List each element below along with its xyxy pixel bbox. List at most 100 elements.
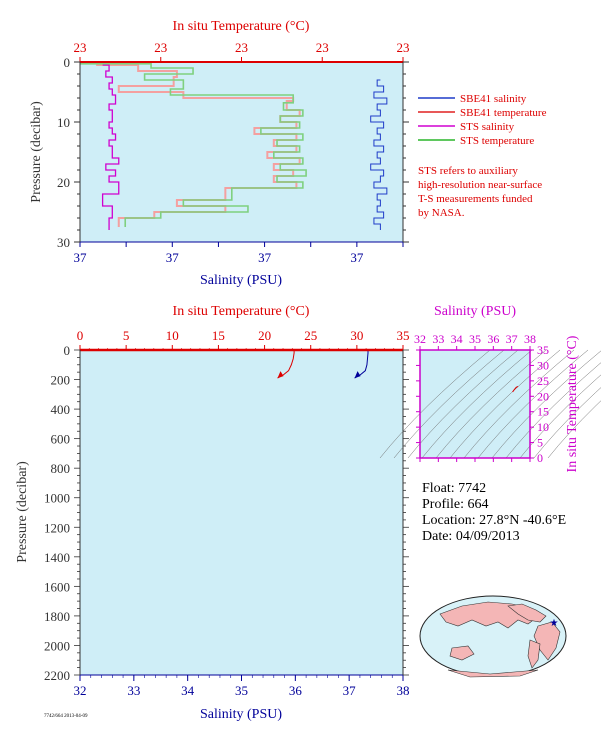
info-date: Date: 04/09/2013 (422, 529, 520, 544)
ts-sal-tick-label: 32 (414, 332, 426, 346)
footer-id: 7742/664 2013-04-09 (44, 714, 88, 719)
top-pressure-tick-label: 30 (57, 235, 70, 250)
legend-note-line-2: T-S measurements funded (418, 193, 533, 205)
ts-contour-line (519, 374, 601, 459)
ts-contour-line (393, 349, 505, 459)
main-series-group (277, 350, 369, 379)
main-temp-tick-label: 30 (350, 328, 363, 343)
landmass-north-america (507, 603, 547, 623)
landmass-australia (449, 645, 475, 661)
main-temp-tick-label: 20 (258, 328, 271, 343)
landmass-africa (533, 621, 561, 661)
top-sal-tick-label: 37 (166, 250, 180, 265)
ts-profile-line (512, 385, 519, 393)
top-sal-tick-label: 37 (350, 250, 364, 265)
info-location: Location: 27.8°N -40.6°E (422, 513, 566, 528)
main-temp-tick-label: 25 (304, 328, 317, 343)
legend-note-line-0: STS refers to auxiliary (418, 165, 518, 177)
legend-label-2: STS salinity (460, 121, 515, 133)
top-pressure-tick-label: 20 (57, 175, 70, 190)
landmass-south-america (527, 639, 541, 669)
main-pressure-tick-label: 200 (51, 373, 71, 388)
ts-temp-tick-label: 30 (537, 358, 549, 372)
top-plot-area (80, 62, 403, 242)
top-pressure-tick-label: 10 (57, 115, 70, 130)
main-axes-group: 0 5 10 15 20 25 30 35 32 33 34 35 36 37 38 0 200 400 600 80… (44, 328, 410, 698)
main-pressure-tick-label: 2200 (44, 668, 70, 683)
info-profile: Profile: 664 (422, 497, 489, 512)
legend-label-1: SBE41 temperature (460, 107, 547, 119)
ts-temp-tick-label: 25 (537, 374, 549, 388)
ts-temp-axis-title: In situ Temperature (°C) (565, 335, 580, 472)
top-pressure-axis-title: Pressure (decibar) (29, 101, 44, 203)
main-temperature-arrow (277, 371, 284, 379)
top-temp-tick-label: 23 (235, 40, 248, 55)
ts-series-group (512, 385, 519, 393)
main-temp-tick-label: 5 (123, 328, 130, 343)
world-map-land (439, 601, 561, 678)
info-float: Float: 7742 (422, 481, 486, 496)
ts-contour-line (505, 362, 601, 459)
main-sal-tick-label: 38 (397, 683, 410, 698)
world-map: ★ (419, 595, 567, 678)
float-location-marker: ★ (550, 618, 559, 629)
top-temp-tick-label: 23 (316, 40, 329, 55)
main-temp-axis-title: In situ Temperature (°C) (173, 304, 310, 319)
landmass-antarctica (447, 669, 539, 678)
ts-sal-tick-label: 35 (469, 332, 481, 346)
main-temp-tick-label: 10 (166, 328, 179, 343)
top-temp-tick-label: 23 (74, 40, 87, 55)
ts-temp-tick-label: 20 (537, 389, 549, 403)
main-pressure-tick-label: 2000 (44, 638, 70, 653)
ts-sal-tick-label: 37 (506, 332, 518, 346)
main-pressure-axis-title: Pressure (decibar) (15, 461, 30, 563)
main-pressure-tick-label: 1800 (44, 609, 70, 624)
ts-sal-tick-label: 33 (432, 332, 444, 346)
main-temperature-line (277, 350, 295, 379)
main-temp-tick-label: 35 (397, 328, 410, 343)
ts-temp-tick-label: 35 (537, 343, 549, 357)
legend-note-line-1: high-resolution near-surface (418, 179, 542, 191)
legend-note-line-3: by NASA. (418, 207, 465, 219)
main-plot-area (80, 350, 403, 675)
top-series-line-1 (96, 64, 301, 227)
top-pressure-tick-label: 0 (64, 55, 71, 70)
ts-contour-line (421, 349, 533, 459)
main-sal-tick-label: 36 (289, 683, 303, 698)
ts-temp-tick-label: 15 (537, 405, 549, 419)
ts-contour-line (407, 349, 519, 459)
main-pressure-tick-label: 400 (51, 402, 71, 417)
top-series-line-3 (80, 63, 307, 227)
legend-label-0: SBE41 salinity (460, 93, 527, 105)
ts-contour-line (491, 350, 601, 459)
top-temp-tick-label: 23 (397, 40, 410, 55)
ts-temp-tick-label: 5 (537, 436, 543, 450)
main-temp-tick-label: 15 (212, 328, 225, 343)
legend: SBE41 salinity SBE41 temperature STS salin… (418, 93, 547, 147)
main-sal-axis-title: Salinity (PSU) (200, 707, 282, 722)
main-pressure-tick-label: 600 (51, 432, 71, 447)
ts-contour-line (379, 349, 491, 459)
top-sal-tick-label: 37 (74, 250, 88, 265)
main-pressure-tick-label: 1000 (44, 491, 70, 506)
ts-sal-tick-label: 38 (524, 332, 536, 346)
ts-sal-axis-title: Salinity (PSU) (434, 304, 516, 319)
ts-temp-tick-label: 0 (537, 451, 543, 465)
legend-note: STS refers to auxiliary high-resolution n… (418, 165, 542, 219)
top-temp-axis-title: In situ Temperature (°C) (173, 19, 310, 34)
main-pressure-tick-label: 0 (64, 343, 71, 358)
main-pressure-tick-label: 1200 (44, 520, 70, 535)
top-series-line-2 (101, 64, 120, 230)
ts-contour-line (449, 349, 561, 459)
top-axes-group: 23 23 23 23 23 37 37 37 37 0 10 20 30 (57, 40, 410, 265)
main-sal-tick-label: 32 (74, 683, 87, 698)
top-series-group (80, 63, 388, 230)
ts-sal-tick-label: 34 (451, 332, 463, 346)
top-series-line-0 (370, 79, 388, 230)
ts-contour-line (463, 349, 575, 459)
top-sal-tick-label: 37 (258, 250, 272, 265)
main-pressure-tick-label: 800 (51, 461, 71, 476)
top-sal-axis-title: Salinity (PSU) (200, 273, 282, 288)
legend-label-3: STS temperature (460, 135, 534, 147)
